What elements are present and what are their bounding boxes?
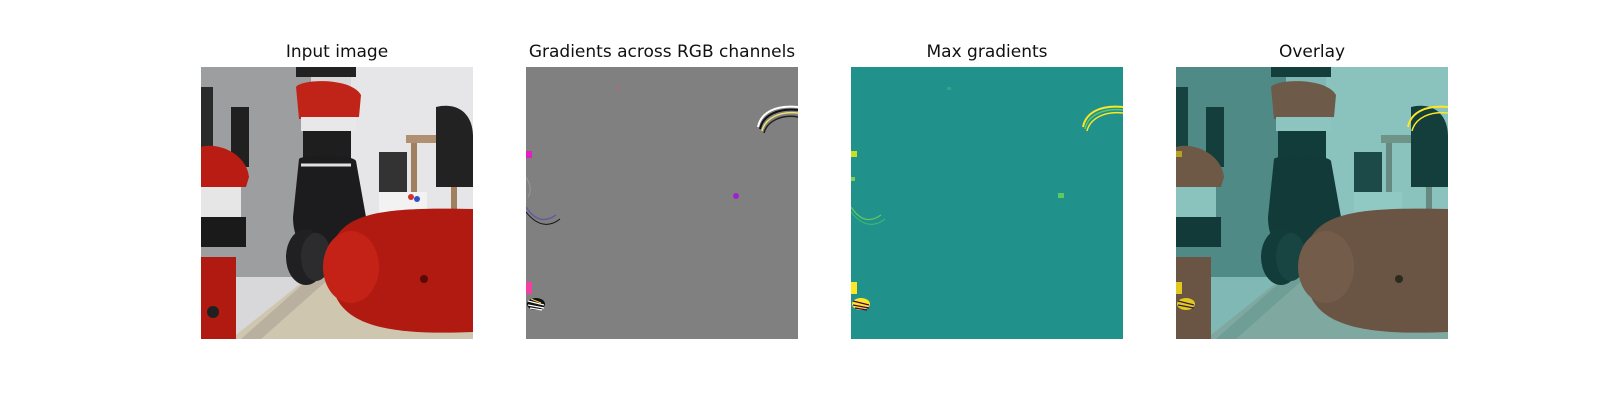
max-gradients-image	[851, 67, 1123, 339]
overlay-scene	[1176, 67, 1448, 339]
input-image-scene	[201, 67, 473, 339]
input-image	[201, 67, 473, 339]
max-gradients-map	[851, 67, 1123, 339]
panel-input-image: Input image	[201, 0, 473, 400]
panel-overlay: Overlay	[1176, 0, 1448, 400]
panel-title-max-gradients: Max gradients	[926, 42, 1048, 62]
panel-title-gradients-rgb: Gradients across RGB channels	[528, 42, 796, 62]
panel-title-overlay: Overlay	[1278, 42, 1346, 62]
gradients-rgb-map	[526, 67, 798, 339]
panel-max-gradients: Max gradients	[851, 0, 1123, 400]
gradients-rgb-image	[526, 67, 798, 339]
panel-title-input-image: Input image	[285, 42, 389, 62]
overlay-image	[1176, 67, 1448, 339]
panel-gradients-rgb: Gradients across RGB channels	[526, 0, 798, 400]
